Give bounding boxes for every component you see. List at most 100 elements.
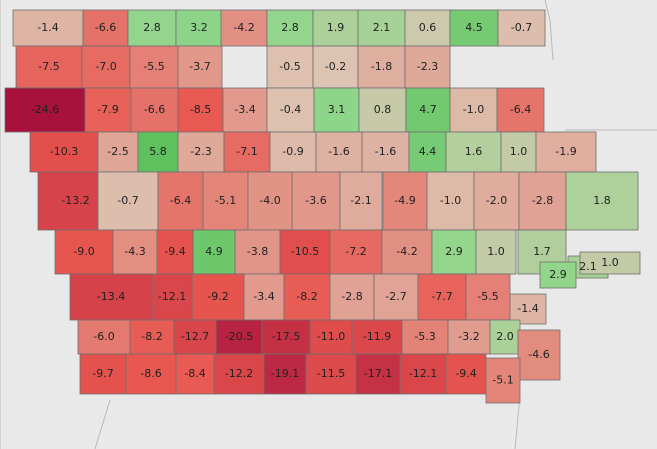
county-shape[interactable] xyxy=(213,353,265,395)
county-shape[interactable] xyxy=(263,353,307,395)
county-shape[interactable] xyxy=(215,319,263,355)
county-value-label: -3.8 xyxy=(247,245,268,258)
county-value-label: -17.5 xyxy=(272,330,300,343)
county-shape[interactable] xyxy=(509,293,547,325)
county-value-label: 4.7 xyxy=(419,103,437,116)
county-shape[interactable] xyxy=(496,87,545,133)
county-shape[interactable] xyxy=(266,45,314,89)
county-shape[interactable] xyxy=(177,45,223,89)
county-shape[interactable] xyxy=(517,329,561,381)
county-shape[interactable] xyxy=(175,353,215,395)
county-shape[interactable] xyxy=(579,251,641,275)
county-value-label: 1.0 xyxy=(487,245,505,258)
county-shape[interactable] xyxy=(125,353,177,395)
county-shape[interactable] xyxy=(84,87,132,133)
county-value-label: -1.4 xyxy=(517,302,538,315)
county-shape[interactable] xyxy=(266,9,314,47)
county-value-label: -13.4 xyxy=(97,290,125,303)
county-shape[interactable] xyxy=(500,131,537,173)
county-shape[interactable] xyxy=(381,229,433,275)
county-value-label: -2.5 xyxy=(107,145,128,158)
county-shape[interactable] xyxy=(279,229,331,275)
county-shape[interactable] xyxy=(4,87,86,133)
county-value-label: -12.1 xyxy=(409,367,437,380)
county-value-label: -0.9 xyxy=(282,145,303,158)
county-shape[interactable] xyxy=(69,273,153,321)
county-shape[interactable] xyxy=(97,131,139,173)
county-shape[interactable] xyxy=(283,273,331,321)
county-value-label: 2.1 xyxy=(373,21,391,34)
county-value-label: -9.4 xyxy=(455,367,476,380)
county-shape[interactable] xyxy=(305,353,357,395)
county-shape[interactable] xyxy=(355,353,401,395)
county-value-label: -6.4 xyxy=(170,194,191,207)
county-shape[interactable] xyxy=(401,319,449,355)
county-shape[interactable] xyxy=(404,45,451,89)
county-value-label: -3.2 xyxy=(458,330,479,343)
county-value-label: -8.4 xyxy=(184,367,205,380)
county-shape[interactable] xyxy=(339,171,383,231)
county-value-label: 2.9 xyxy=(549,268,567,281)
county-value-label: 2.9 xyxy=(445,245,463,258)
county-value-label: -5.5 xyxy=(477,290,498,303)
county-shape[interactable] xyxy=(173,319,217,355)
county-value-label: 4.9 xyxy=(205,245,223,258)
county-shape[interactable] xyxy=(129,45,179,89)
county-value-label: -8.2 xyxy=(296,290,317,303)
county-shape[interactable] xyxy=(445,353,487,395)
county-shape[interactable] xyxy=(329,229,383,275)
county-shape[interactable] xyxy=(417,273,467,321)
county-shape[interactable] xyxy=(175,9,223,47)
county-shape[interactable] xyxy=(465,273,511,321)
county-shape[interactable] xyxy=(539,261,577,289)
county-value-label: -1.0 xyxy=(440,194,461,207)
county-shape[interactable] xyxy=(405,87,451,133)
county-shape[interactable] xyxy=(151,273,193,321)
county-shape[interactable] xyxy=(312,45,359,89)
county-value-label: 3.1 xyxy=(328,103,346,116)
county-shape[interactable] xyxy=(243,273,285,321)
county-shape[interactable] xyxy=(137,131,179,173)
county-shape[interactable] xyxy=(269,131,317,173)
county-shape[interactable] xyxy=(565,171,639,231)
county-shape[interactable] xyxy=(79,353,127,395)
county-shape[interactable] xyxy=(309,319,353,355)
county-shape[interactable] xyxy=(315,131,363,173)
county-shape[interactable] xyxy=(177,131,225,173)
county-shape[interactable] xyxy=(15,45,83,89)
county-shape[interactable] xyxy=(489,319,521,355)
county-shape[interactable] xyxy=(127,9,177,47)
county-shape[interactable] xyxy=(192,229,236,275)
county-shape[interactable] xyxy=(329,273,375,321)
county-shape[interactable] xyxy=(475,229,517,275)
county-shape[interactable] xyxy=(220,9,268,47)
county-shape[interactable] xyxy=(447,319,491,355)
county-shape[interactable] xyxy=(473,171,520,231)
county-shape[interactable] xyxy=(485,357,521,404)
county-shape[interactable] xyxy=(373,273,419,321)
county-shape[interactable] xyxy=(535,131,597,173)
county-shape[interactable] xyxy=(497,9,546,47)
county-shape[interactable] xyxy=(177,87,224,133)
county-value-label: -3.6 xyxy=(305,194,326,207)
county-shape[interactable] xyxy=(112,229,158,275)
county-value-label: -24.6 xyxy=(31,103,59,116)
county-shape[interactable] xyxy=(234,229,281,275)
county-shape[interactable] xyxy=(518,171,567,231)
county-value-label: -12.2 xyxy=(225,367,253,380)
county-shape[interactable] xyxy=(81,45,131,89)
county-value-label: -7.0 xyxy=(95,60,116,73)
county-shape[interactable] xyxy=(399,353,447,395)
county-value-label: -2.0 xyxy=(486,194,507,207)
county-shape[interactable] xyxy=(408,131,447,173)
county-shape[interactable] xyxy=(54,229,114,275)
county-shape[interactable] xyxy=(82,9,129,47)
county-shape[interactable] xyxy=(157,171,204,231)
county-value-label: 2.8 xyxy=(143,21,161,34)
county-value-label: -1.0 xyxy=(463,103,484,116)
county-shape[interactable] xyxy=(261,319,311,355)
county-value-label: -3.4 xyxy=(234,103,255,116)
county-shape[interactable] xyxy=(129,319,175,355)
county-value-label: 1.8 xyxy=(593,194,611,207)
county-shape[interactable] xyxy=(247,171,293,231)
